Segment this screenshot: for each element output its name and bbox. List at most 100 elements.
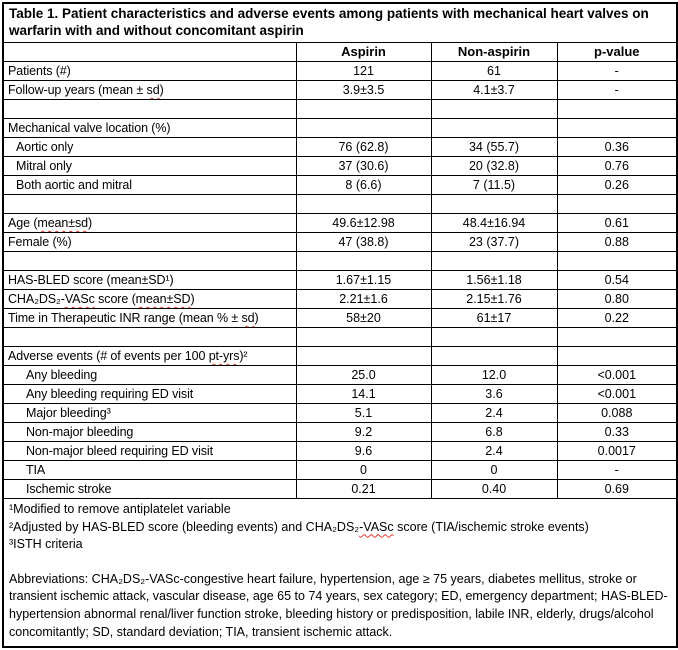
row-label: Both aortic and mitral (2, 175, 297, 195)
table-row: Patients (#) 121 61- (2, 61, 678, 81)
row-label: Major bleeding³ (2, 403, 297, 423)
value-cell: 121 (295, 61, 432, 81)
misspelled-text: sd (241, 311, 255, 325)
misspelled-text: mean±sd (37, 216, 89, 230)
value-cell (556, 118, 678, 138)
table-row: Major bleeding³ 5.1 2.4 0.088 (2, 403, 678, 423)
value-cell: 0.088 (556, 403, 678, 423)
value-cell: 7 (11.5) (430, 175, 558, 195)
header-row: Aspirin Non-aspirin p-value (2, 42, 678, 62)
row-label: Patients (#) (2, 61, 297, 81)
value-cell: 0.80 (556, 289, 678, 309)
title-row: Table 1. Patient characteristics and adv… (2, 2, 678, 43)
row-label (2, 251, 297, 271)
table-row: Female (%) 47 (38.8) 23 (37.7) 0.88 (2, 232, 678, 252)
footnote-line: ³ISTH criteria (9, 536, 671, 554)
value-cell: 0.0017 (556, 441, 678, 461)
table-row: Both aortic and mitral 8 (6.6) 7 (11.5) 0.2… (2, 175, 678, 195)
value-cell: 8 (6.6) (295, 175, 432, 195)
value-cell: 48.4±16.94 (430, 213, 558, 233)
table-row (2, 327, 678, 347)
footnotes-row: ¹Modified to remove antiplatelet variabl… (2, 498, 678, 648)
value-cell (556, 194, 678, 214)
table-row: CHA₂DS₂-VASc score (mean±SD) 2.21±1.6 2.15… (2, 289, 678, 309)
table-row: Aortic only 76 (62.8) 34 (55.7) 0.36 (2, 137, 678, 157)
value-cell (556, 327, 678, 347)
row-label: TIA (2, 460, 297, 480)
value-cell (556, 346, 678, 366)
value-cell: 6.8 (430, 422, 558, 442)
row-label: HAS-BLED score (mean±SD¹) (2, 270, 297, 290)
value-cell: - (556, 80, 678, 100)
row-label: Adverse events (# of events per 100 pt-y… (2, 346, 297, 366)
footnote-line: ²Adjusted by HAS-BLED score (bleeding ev… (9, 519, 671, 537)
value-cell: 49.6±12.98 (295, 213, 432, 233)
row-label: Non-major bleed requiring ED visit (2, 441, 297, 461)
label-text: ¹Modified to remove antiplatelet variabl… (9, 502, 231, 516)
value-cell: 4.1±3.7 (430, 80, 558, 100)
abbreviations-paragraph: Abbreviations: CHA₂DS₂-VASc-congestive h… (9, 571, 668, 639)
label-text: Both aortic and mitral (16, 178, 132, 192)
table-row: Age (mean±sd) 49.6±12.98 48.4±16.94 0.61 (2, 213, 678, 233)
value-cell: 0.26 (556, 175, 678, 195)
value-cell: 20 (32.8) (430, 156, 558, 176)
value-cell: 47 (38.8) (295, 232, 432, 252)
table-body: Patients (#) 121 61- Follow-up years (mean … (2, 61, 678, 499)
label-text: Adverse events (# of events per 100 (8, 349, 209, 363)
table-row (2, 99, 678, 119)
label-text: Mechanical valve location (%) (8, 121, 171, 135)
table-row (2, 251, 678, 271)
table-head: Table 1. Patient characteristics and adv… (2, 2, 678, 62)
row-label: Any bleeding (2, 365, 297, 385)
table-row: Follow-up years (mean ± sd) 3.9±3.5 4.1±3.… (2, 80, 678, 100)
label-text: ) (254, 311, 259, 325)
label-text: Aortic only (16, 140, 74, 154)
value-cell: 76 (62.8) (295, 137, 432, 157)
value-cell: 23 (37.7) (430, 232, 558, 252)
value-cell: 12.0 (430, 365, 558, 385)
value-cell: 61±17 (430, 308, 558, 328)
value-cell: <0.001 (556, 365, 678, 385)
row-label: Non-major bleeding (2, 422, 297, 442)
label-text: score (TIA/ischemic stroke events) (393, 519, 589, 534)
row-label (2, 99, 297, 119)
value-cell (295, 327, 432, 347)
value-cell: 1.56±1.18 (430, 270, 558, 290)
value-cell: 0.88 (556, 232, 678, 252)
value-cell: - (556, 61, 678, 81)
column-header-non-aspirin: Non-aspirin (430, 42, 558, 62)
value-cell: 0.61 (556, 213, 678, 233)
value-cell: 2.4 (430, 441, 558, 461)
label-text: )² (239, 349, 248, 363)
value-cell: 2.15±1.76 (430, 289, 558, 309)
table-row: Any bleeding 25.0 12.0 <0.001 (2, 365, 678, 385)
footnote-line: ¹Modified to remove antiplatelet variabl… (9, 501, 671, 519)
value-cell: 3.6 (430, 384, 558, 404)
row-label: Any bleeding requiring ED visit (2, 384, 297, 404)
label-text: Patients (#) (8, 64, 71, 78)
misspelled-text: -VASc (60, 292, 95, 306)
value-cell (295, 251, 432, 271)
label-text: Any bleeding (26, 368, 98, 382)
row-label: Ischemic stroke (2, 479, 297, 499)
value-cell: 0.69 (556, 479, 678, 499)
table-row: Non-major bleed requiring ED visit 9.6 2.4… (2, 441, 678, 461)
label-text: Ischemic stroke (26, 482, 112, 496)
value-cell: 58±20 (295, 308, 432, 328)
table-row: Adverse events (# of events per 100 pt-y… (2, 346, 678, 366)
value-cell: 0.22 (556, 308, 678, 328)
value-cell: 9.6 (295, 441, 432, 461)
table-title: Table 1. Patient characteristics and adv… (2, 2, 678, 43)
value-cell: 9.2 (295, 422, 432, 442)
label-text: Any bleeding requiring ED visit (26, 387, 194, 401)
column-header-p-value: p-value (556, 42, 678, 62)
value-cell: 0 (430, 460, 558, 480)
label-text: ) (190, 292, 195, 306)
value-cell (430, 99, 558, 119)
value-cell: <0.001 (556, 384, 678, 404)
row-label: Mitral only (2, 156, 297, 176)
label-text: ³ISTH criteria (9, 537, 83, 552)
row-label: Age (mean±sd) (2, 213, 297, 233)
